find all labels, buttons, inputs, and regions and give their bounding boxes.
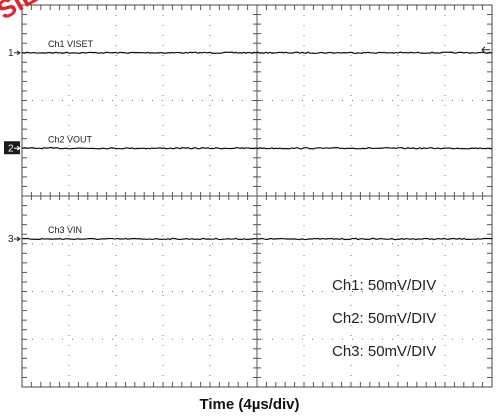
scale-label: Ch1: 50mV/DIV <box>332 277 436 294</box>
trace-layer <box>21 51 493 241</box>
scale-label: Ch2: 50mV/DIV <box>332 310 436 327</box>
channel-marker-bg <box>4 141 20 155</box>
x-axis-label: Time (4µs/div) <box>199 396 300 413</box>
channel-label: Ch1 VISET <box>48 39 94 49</box>
marker-arrow <box>14 50 21 56</box>
watermark: SIL <box>0 0 42 25</box>
trace-ch2 <box>21 146 493 150</box>
trigger-arrow-icon <box>481 46 490 54</box>
scale-label: Ch3: 50mV/DIV <box>332 343 436 360</box>
trace-ch1 <box>21 51 493 55</box>
trace-ch3 <box>21 237 493 241</box>
channel-label-layer: Ch1 VISET 1 Ch1: 50mV/DIV Ch2 VOUT 2 Ch2: 50m… <box>4 39 490 360</box>
channel-marker: 3 <box>8 234 14 245</box>
channel-label: Ch2 VOUT <box>48 134 93 144</box>
channel-label: Ch3 VIN <box>48 225 82 235</box>
plot-grid <box>21 4 493 388</box>
channel-marker: 1 <box>8 48 14 59</box>
channel-marker: 2 <box>8 143 14 154</box>
marker-arrow <box>14 236 21 242</box>
marker-arrow <box>14 145 21 151</box>
